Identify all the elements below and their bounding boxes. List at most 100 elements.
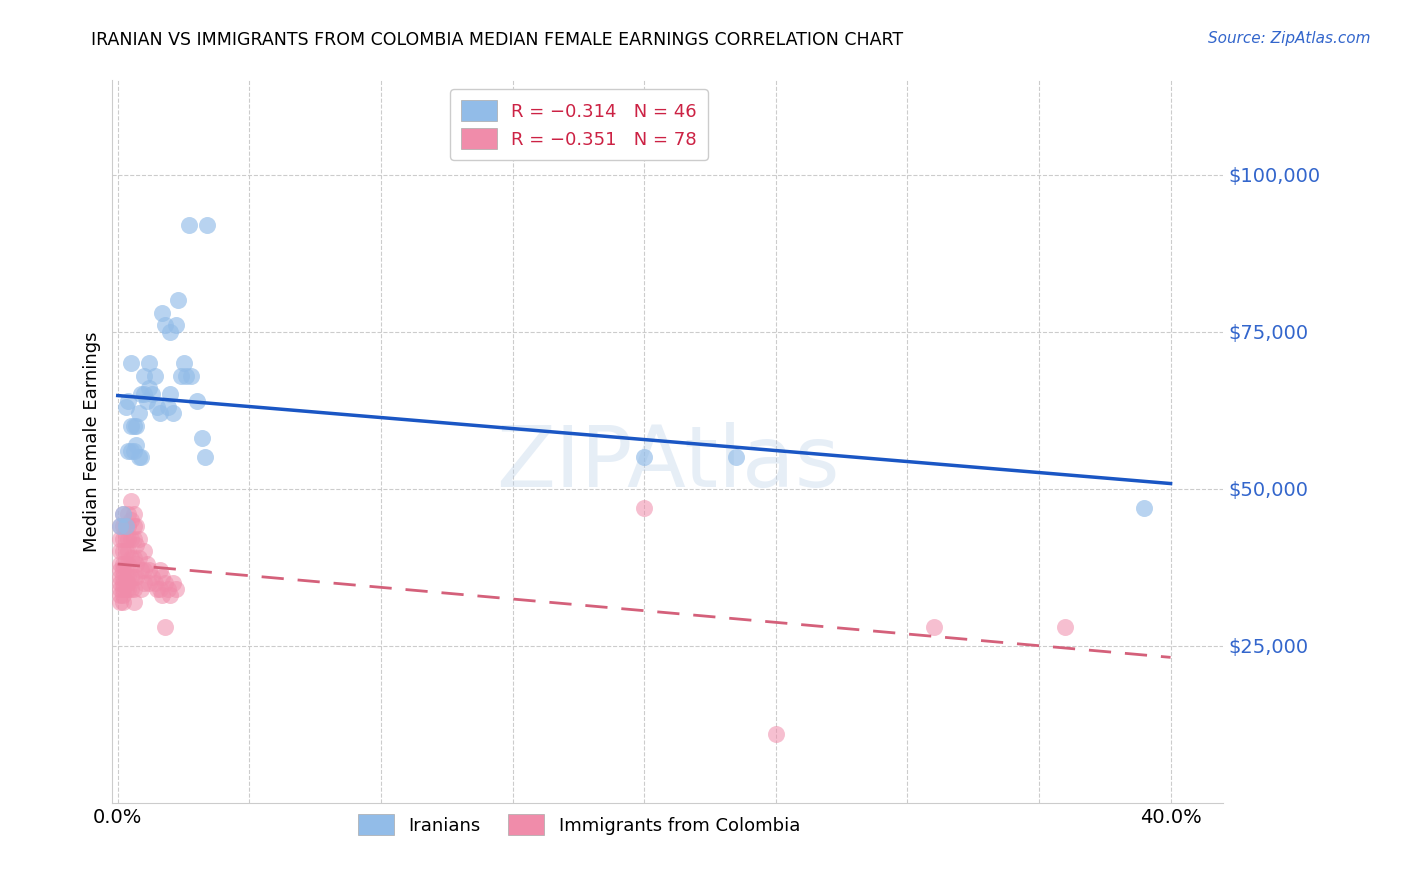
Point: [120, 569, 142, 583]
Point: [191, 431, 214, 445]
Point: [111, 589, 134, 603]
Text: ZIPAtlas: ZIPAtlas: [496, 422, 839, 505]
Point: [146, 400, 169, 414]
Point: [128, 450, 150, 465]
Point: [125, 557, 148, 571]
Point: [117, 532, 139, 546]
Point: [117, 569, 139, 583]
Point: [132, 544, 155, 558]
Point: [143, 575, 166, 590]
Point: [177, 218, 200, 232]
Point: [111, 507, 134, 521]
Text: Source: ZipAtlas.com: Source: ZipAtlas.com: [1208, 31, 1371, 46]
Point: [174, 368, 197, 383]
Point: [149, 582, 172, 597]
Point: [111, 569, 134, 583]
Point: [120, 494, 142, 508]
Point: [110, 575, 132, 590]
Point: [633, 500, 655, 515]
Point: [120, 356, 142, 370]
Point: [110, 589, 132, 603]
Point: [122, 550, 145, 565]
Point: [120, 550, 142, 565]
Point: [117, 544, 139, 558]
Point: [149, 563, 172, 577]
Point: [117, 444, 139, 458]
Point: [110, 532, 132, 546]
Point: [111, 595, 134, 609]
Point: [152, 569, 174, 583]
Point: [120, 444, 142, 458]
Point: [165, 318, 187, 333]
Point: [111, 507, 134, 521]
Point: [173, 356, 195, 370]
Point: [125, 438, 148, 452]
Point: [117, 393, 139, 408]
Point: [186, 393, 208, 408]
Point: [128, 406, 150, 420]
Text: IRANIAN VS IMMIGRANTS FROM COLOMBIA MEDIAN FEMALE EARNINGS CORRELATION CHART: IRANIAN VS IMMIGRANTS FROM COLOMBIA MEDI…: [91, 31, 904, 49]
Point: [120, 513, 142, 527]
Point: [111, 582, 134, 597]
Point: [111, 557, 134, 571]
Point: [131, 563, 153, 577]
Point: [117, 519, 139, 533]
Point: [165, 582, 187, 597]
Point: [110, 544, 132, 558]
Point: [120, 582, 142, 597]
Point: [131, 387, 153, 401]
Point: [159, 589, 181, 603]
Point: [132, 563, 155, 577]
Y-axis label: Median Female Earnings: Median Female Earnings: [83, 331, 101, 552]
Point: [122, 569, 145, 583]
Point: [114, 532, 136, 546]
Point: [135, 393, 157, 408]
Point: [122, 507, 145, 521]
Point: [111, 575, 134, 590]
Point: [122, 519, 145, 533]
Point: [152, 589, 174, 603]
Point: [922, 620, 945, 634]
Point: [122, 582, 145, 597]
Point: [110, 582, 132, 597]
Point: [162, 575, 184, 590]
Point: [110, 519, 132, 533]
Point: [128, 550, 150, 565]
Point: [135, 557, 157, 571]
Point: [153, 318, 176, 333]
Point: [195, 218, 218, 232]
Point: [146, 582, 169, 597]
Point: [117, 575, 139, 590]
Point: [1054, 620, 1077, 634]
Point: [117, 582, 139, 597]
Point: [125, 538, 148, 552]
Point: [110, 595, 132, 609]
Point: [167, 293, 190, 308]
Point: [122, 595, 145, 609]
Point: [122, 444, 145, 458]
Point: [114, 519, 136, 533]
Point: [125, 519, 148, 533]
Point: [114, 544, 136, 558]
Point: [159, 325, 181, 339]
Point: [114, 569, 136, 583]
Point: [110, 563, 132, 577]
Point: [132, 387, 155, 401]
Point: [114, 557, 136, 571]
Point: [765, 727, 787, 741]
Point: [120, 418, 142, 433]
Point: [633, 450, 655, 465]
Point: [117, 507, 139, 521]
Point: [114, 582, 136, 597]
Point: [141, 569, 163, 583]
Point: [132, 575, 155, 590]
Point: [110, 557, 132, 571]
Point: [1133, 500, 1156, 515]
Point: [111, 544, 134, 558]
Point: [114, 575, 136, 590]
Point: [180, 368, 202, 383]
Point: [725, 450, 748, 465]
Point: [128, 532, 150, 546]
Point: [131, 582, 153, 597]
Point: [114, 400, 136, 414]
